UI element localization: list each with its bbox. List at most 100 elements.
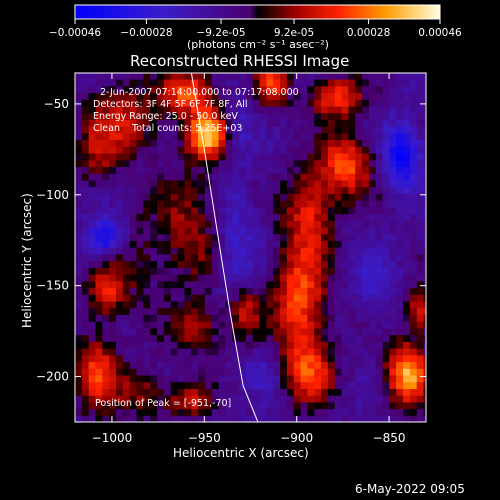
heatmap-cell: [375, 179, 384, 188]
heatmap-cell: [88, 79, 97, 87]
heatmap-cell: [191, 186, 199, 194]
heatmap-cell: [163, 408, 172, 416]
heatmap-cell: [232, 368, 240, 376]
heatmap-cell: [300, 139, 308, 147]
heatmap-cell: [177, 260, 185, 268]
heatmap-cell: [252, 213, 261, 221]
heatmap-cell: [389, 186, 397, 194]
heatmap-cell: [109, 260, 117, 268]
heatmap-cell: [286, 139, 295, 147]
heatmap-cell: [143, 388, 151, 396]
heatmap-cell: [184, 361, 192, 369]
heatmap-cell: [348, 247, 356, 255]
heatmap-cell: [280, 327, 288, 336]
heatmap-cell: [211, 186, 220, 194]
heatmap-cell: [382, 166, 391, 174]
heatmap-cell: [341, 119, 350, 127]
heatmap-cell: [122, 159, 131, 168]
heatmap-cell: [389, 112, 397, 120]
heatmap-cell: [293, 287, 302, 295]
heatmap-cell: [273, 361, 281, 369]
heatmap-cell: [102, 280, 110, 289]
heatmap-cell: [75, 354, 83, 363]
heatmap-cell: [184, 159, 192, 168]
heatmap-cell: [286, 132, 295, 141]
heatmap-cell: [416, 79, 425, 87]
heatmap-cell: [177, 381, 185, 389]
heatmap-cell: [136, 200, 144, 208]
heatmap-cell: [232, 119, 240, 127]
heatmap-cell: [218, 381, 226, 389]
heatmap-cell: [416, 415, 425, 422]
heatmap-cell: [341, 112, 350, 120]
heatmap-cell: [245, 354, 254, 363]
heatmap-cell: [191, 99, 199, 107]
heatmap-cell: [389, 200, 397, 208]
heatmap-cell: [136, 146, 144, 154]
heatmap-cell: [239, 99, 247, 107]
heatmap-cell: [109, 206, 117, 215]
heatmap-cell: [300, 226, 308, 235]
heatmap-cell: [348, 274, 356, 282]
heatmap-cell: [382, 274, 391, 282]
heatmap-cell: [416, 287, 425, 295]
heatmap-cell: [245, 361, 254, 369]
heatmap-cell: [184, 294, 192, 302]
heatmap-cell: [403, 213, 411, 221]
heatmap-cell: [389, 105, 397, 114]
heatmap-cell: [334, 193, 343, 201]
heatmap-cell: [368, 166, 377, 174]
heatmap-cell: [177, 247, 185, 255]
heatmap-cell: [102, 105, 110, 114]
heatmap-cell: [198, 368, 206, 376]
heatmap-cell: [368, 92, 377, 100]
heatmap-cell: [191, 173, 199, 181]
heatmap-cell: [273, 159, 281, 168]
heatmap-cell: [368, 132, 377, 141]
heatmap-cell: [321, 193, 329, 201]
heatmap-cell: [382, 126, 391, 134]
heatmap-cell: [266, 260, 274, 268]
heatmap-cell: [81, 132, 90, 141]
heatmap-cell: [321, 314, 329, 322]
heatmap-cell: [355, 233, 363, 242]
heatmap-cell: [163, 206, 172, 215]
heatmap-cell: [293, 321, 302, 329]
heatmap-cell: [321, 395, 329, 403]
heatmap-cell: [170, 415, 179, 422]
heatmap-cell: [300, 179, 308, 188]
heatmap-cell: [239, 374, 247, 383]
heatmap-cell: [259, 327, 267, 336]
heatmap-cell: [211, 307, 220, 315]
heatmap-cell: [239, 112, 247, 120]
heatmap-cell: [211, 401, 220, 410]
heatmap-cell: [321, 415, 329, 422]
heatmap-cell: [122, 119, 131, 127]
heatmap-cell: [389, 240, 397, 248]
heatmap-cell: [416, 388, 425, 396]
heatmap-cell: [423, 267, 426, 275]
heatmap-cell: [327, 105, 336, 114]
heatmap-cell: [300, 348, 308, 356]
heatmap-cell: [280, 253, 288, 262]
heatmap-cell: [122, 274, 131, 282]
heatmap-cell: [300, 73, 308, 80]
heatmap-cell: [184, 166, 192, 174]
heatmap-cell: [409, 220, 418, 228]
heatmap-cell: [218, 213, 226, 221]
heatmap-cell: [266, 274, 274, 282]
heatmap-cell: [273, 79, 281, 87]
heatmap-cell: [239, 361, 247, 369]
heatmap-cell: [403, 314, 411, 322]
heatmap-cell: [382, 200, 391, 208]
heatmap-cell: [334, 112, 343, 120]
heatmap-cell: [314, 307, 322, 315]
heatmap-cell: [403, 220, 411, 228]
heatmap-cell: [239, 105, 247, 114]
heatmap-cell: [307, 260, 315, 268]
heatmap-cell: [245, 401, 254, 410]
heatmap-cell: [300, 119, 308, 127]
heatmap-cell: [163, 240, 172, 248]
heatmap-cell: [389, 226, 397, 235]
heatmap-cell: [239, 233, 247, 242]
